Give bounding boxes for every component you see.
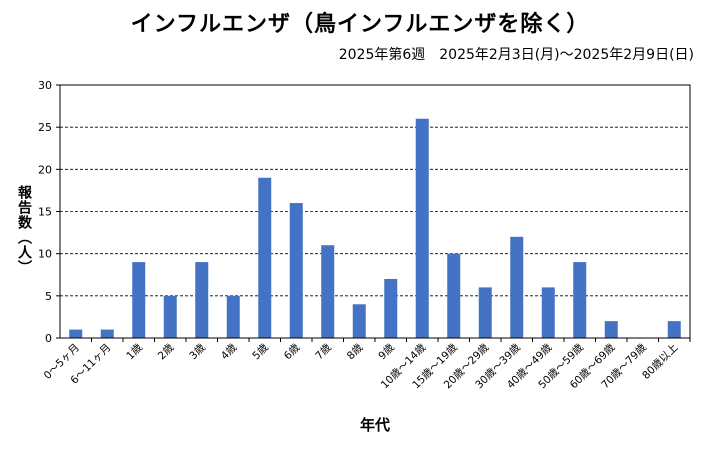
bar	[195, 262, 209, 338]
y-tick-label: 10	[38, 248, 52, 261]
y-tick-label: 30	[38, 79, 52, 92]
x-tick-label: 9歳	[376, 341, 397, 362]
x-tick-label: 6歳	[282, 341, 303, 362]
bar	[321, 245, 335, 338]
x-tick-label: 8歳	[345, 341, 366, 362]
bar	[352, 304, 366, 338]
bar	[415, 118, 429, 338]
x-tick-label: 7歳	[313, 341, 334, 362]
y-tick-label: 25	[38, 121, 52, 134]
y-tick-label: 15	[38, 206, 52, 219]
bar	[478, 287, 492, 338]
y-tick-label: 20	[38, 163, 52, 176]
bar	[289, 203, 303, 338]
x-axis-label: 年代	[359, 416, 390, 434]
bar	[226, 295, 240, 338]
chart-title: インフルエンザ（鳥インフルエンザを除く）	[130, 12, 590, 37]
bar	[258, 177, 272, 338]
y-tick-label: 5	[45, 290, 52, 303]
bar	[384, 278, 398, 338]
bar	[667, 321, 681, 338]
x-tick-label: 3歳	[187, 341, 208, 362]
bar	[132, 262, 146, 338]
x-tick-label: 5歳	[250, 341, 271, 362]
x-tick-label: 4歳	[219, 341, 240, 362]
y-tick-label: 0	[45, 332, 52, 345]
bar	[447, 253, 461, 338]
bar	[69, 329, 83, 338]
bar	[100, 329, 114, 338]
y-axis-label: 報告数（人）	[16, 185, 32, 275]
bar	[163, 295, 177, 338]
x-tick-label: 2歳	[156, 341, 177, 362]
x-tick-label: 1歳	[124, 341, 145, 362]
bar	[573, 262, 587, 338]
chart-subtitle: 2025年第6週 2025年2月3日(月)～2025年2月9日(日)	[338, 47, 694, 63]
bar	[541, 287, 555, 338]
bar	[510, 236, 524, 338]
bar	[604, 321, 618, 338]
